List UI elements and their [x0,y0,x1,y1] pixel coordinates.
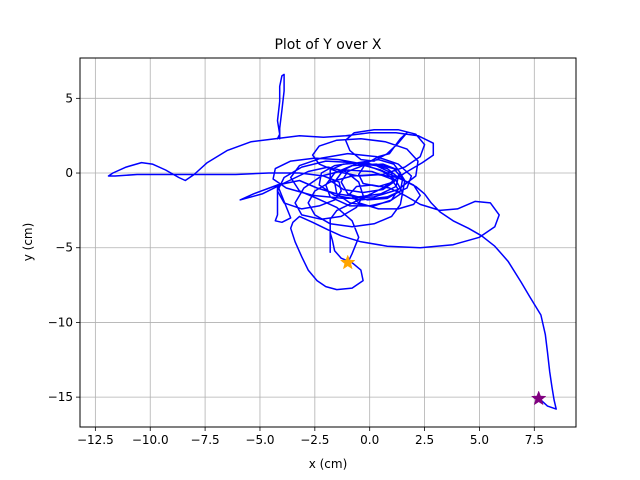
x-axis-label: x (cm) [309,457,348,471]
x-tick-label: −5.0 [245,433,274,447]
x-tick-label: 2.5 [415,433,434,447]
y-ticks: −15 −10 −5 0 5 [48,91,80,404]
series-lines [107,73,557,410]
x-tick-label: −2.5 [300,433,329,447]
y-tick-label: 5 [65,91,73,105]
x-ticks: −12.5 −10.0 −7.5 −5.0 −2.5 0.0 2.5 5.0 7.5 [77,427,544,447]
plot-frame [79,57,577,428]
y-tick-label: 0 [65,166,73,180]
y-tick-label: −10 [48,315,73,329]
end-marker [530,390,547,406]
y-tick-label: −15 [48,390,73,404]
x-tick-label: 0.0 [360,433,379,447]
grid [80,58,576,427]
series-line-3 [276,73,285,140]
x-tick-label: 5.0 [470,433,489,447]
markers [339,254,547,406]
y-axis-label: y (cm) [21,223,35,262]
series-line-2 [274,184,292,224]
x-tick-label: 7.5 [525,433,544,447]
x-tick-label: −12.5 [77,433,114,447]
start-marker [339,254,356,270]
chart-title: Plot of Y over X [274,37,381,53]
y-tick-label: −5 [55,241,73,255]
series-line-1 [107,128,557,410]
x-tick-label: −7.5 [191,433,220,447]
x-tick-label: −10.0 [132,433,169,447]
